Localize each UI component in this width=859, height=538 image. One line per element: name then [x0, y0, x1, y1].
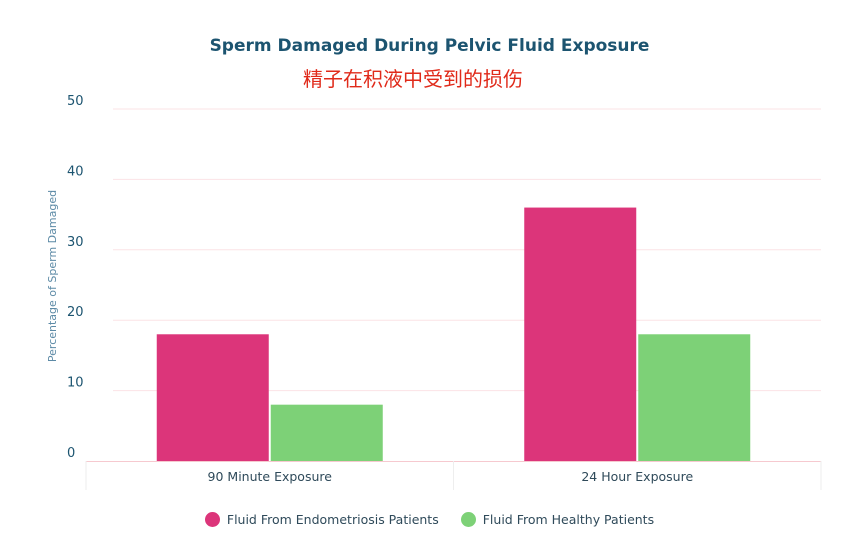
y-tick-label: 30	[67, 235, 84, 250]
x-tick-label: 90 Minute Exposure	[208, 469, 333, 484]
y-tick-label: 40	[67, 164, 84, 179]
bar-endometriosis-0[interactable]	[156, 334, 269, 461]
bar-healthy-0[interactable]	[270, 404, 383, 461]
y-tick-labels: 0 10 20 30 40 50	[67, 94, 84, 461]
legend-label-healthy: Fluid From Healthy Patients	[482, 512, 655, 527]
bars	[156, 207, 751, 461]
y-tick-label: 0	[67, 446, 75, 461]
bar-healthy-1[interactable]	[638, 334, 751, 461]
bar-endometriosis-1[interactable]	[524, 207, 637, 461]
legend-item-endometriosis[interactable]: Fluid From Endometriosis Patients	[204, 512, 439, 527]
x-tick-label: 24 Hour Exposure	[581, 469, 693, 484]
legend-label-endometriosis: Fluid From Endometriosis Patients	[226, 512, 439, 527]
legend: Fluid From Endometriosis Patients Fluid …	[0, 512, 859, 527]
legend-swatch-healthy	[460, 512, 476, 527]
chart-subtitle: 精子在积液中受到的损伤	[303, 67, 523, 91]
y-tick-label: 50	[67, 94, 84, 109]
chart-title: Sperm Damaged During Pelvic Fluid Exposu…	[209, 36, 650, 56]
x-axis: 90 Minute Exposure 24 Hour Exposure	[85, 461, 822, 490]
y-tick-label: 10	[67, 376, 84, 391]
y-axis-label: Percentage of Sperm Damaged	[46, 190, 59, 362]
legend-swatch-endometriosis	[204, 512, 220, 527]
y-tick-label: 20	[67, 305, 84, 320]
legend-item-healthy[interactable]: Fluid From Healthy Patients	[460, 512, 655, 527]
